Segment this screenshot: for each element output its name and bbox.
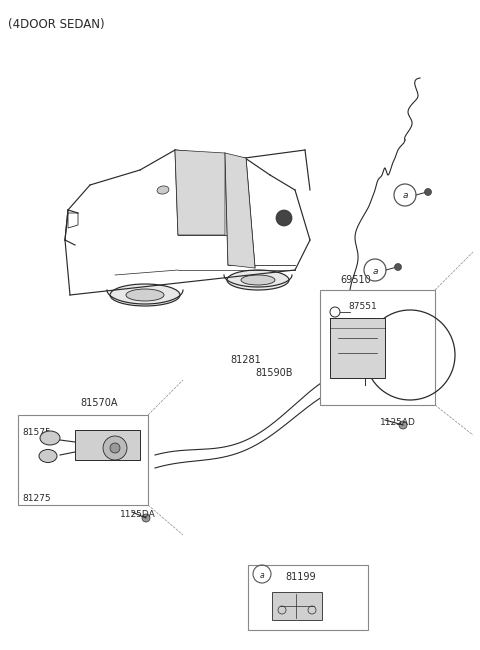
Ellipse shape xyxy=(39,450,57,463)
Polygon shape xyxy=(175,150,225,235)
Bar xyxy=(248,565,368,630)
Circle shape xyxy=(424,188,432,196)
Text: 81281: 81281 xyxy=(230,355,261,365)
Circle shape xyxy=(395,263,401,270)
Text: a: a xyxy=(372,266,378,276)
Text: 81275: 81275 xyxy=(22,494,50,503)
Text: 1125DA: 1125DA xyxy=(120,510,156,519)
Ellipse shape xyxy=(126,289,164,301)
Circle shape xyxy=(103,436,127,460)
Bar xyxy=(18,415,148,505)
Circle shape xyxy=(330,307,340,317)
Circle shape xyxy=(142,514,150,522)
Text: 81570A: 81570A xyxy=(80,398,118,408)
Ellipse shape xyxy=(40,431,60,445)
Text: 81199: 81199 xyxy=(285,572,316,582)
Polygon shape xyxy=(225,153,255,268)
Bar xyxy=(320,290,435,405)
Text: a: a xyxy=(260,571,264,580)
Ellipse shape xyxy=(110,284,180,306)
Text: 81575: 81575 xyxy=(22,428,51,437)
Ellipse shape xyxy=(241,275,275,285)
Circle shape xyxy=(276,210,292,226)
Text: (4DOOR SEDAN): (4DOOR SEDAN) xyxy=(8,18,105,31)
Text: 79552: 79552 xyxy=(328,318,357,327)
Text: 87551: 87551 xyxy=(348,302,377,311)
Bar xyxy=(330,318,385,378)
Circle shape xyxy=(110,443,120,453)
Text: 69510: 69510 xyxy=(340,275,371,285)
Ellipse shape xyxy=(227,270,289,290)
Text: 1125AD: 1125AD xyxy=(380,418,416,427)
Ellipse shape xyxy=(157,186,169,194)
Text: a: a xyxy=(402,192,408,200)
Circle shape xyxy=(399,421,407,429)
Bar xyxy=(75,430,140,460)
Text: 81590B: 81590B xyxy=(255,368,292,378)
Bar xyxy=(272,592,322,620)
